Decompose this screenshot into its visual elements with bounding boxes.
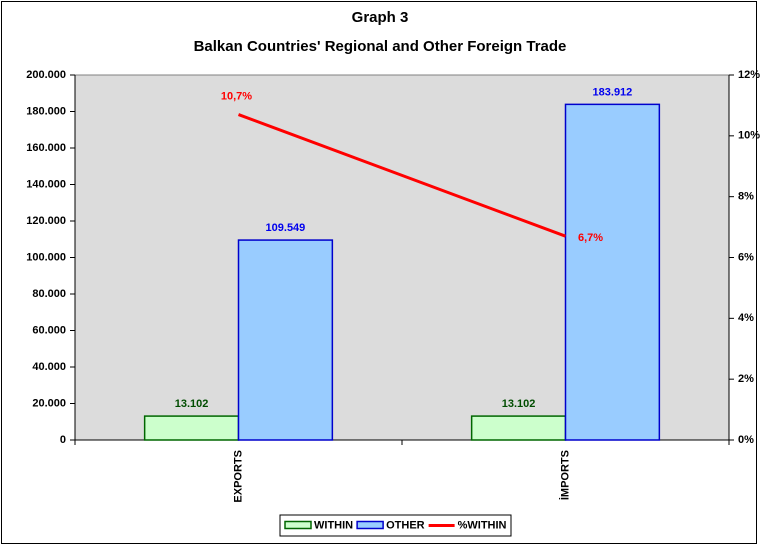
chart-title: Graph 3: [352, 9, 409, 26]
bar: [564, 103, 661, 441]
y-tick-label: 120.000: [26, 215, 66, 227]
x-tick-label: İMPORTS: [558, 450, 571, 500]
bar: [237, 239, 334, 441]
data-label: 109.549: [266, 222, 306, 234]
legend-swatch: [284, 520, 312, 530]
y2-tick-label: 10%: [738, 130, 760, 142]
y2-tick-label: 2%: [738, 373, 754, 385]
y-tick-label: 0: [60, 434, 66, 446]
y2-tick-label: 8%: [738, 191, 754, 203]
y-tick-label: 200.000: [26, 69, 66, 81]
bar: [143, 415, 240, 441]
bar: [470, 415, 567, 441]
y-tick-label: 20.000: [32, 397, 66, 409]
y-tick-label: 40.000: [32, 361, 66, 373]
line: [237, 113, 567, 238]
y-tick-label: 60.000: [32, 324, 66, 336]
y2-tick-label: 4%: [738, 312, 754, 324]
x-tick-label: EXPORTS: [232, 450, 244, 503]
y-tick-label: 160.000: [26, 142, 66, 154]
y-tick-label: 100.000: [26, 251, 66, 263]
data-label: 10,7%: [221, 90, 252, 102]
legend-label: WITHIN: [314, 519, 353, 531]
data-label: 183.912: [593, 86, 633, 98]
y2-tick-label: 6%: [738, 251, 754, 263]
y-tick-label: 140.000: [26, 178, 66, 190]
y2-tick-label: 0%: [738, 434, 754, 446]
y-tick-label: 180.000: [26, 105, 66, 117]
data-label: 6,7%: [578, 232, 603, 244]
legend-box: [279, 514, 512, 537]
legend-swatch: [356, 520, 384, 530]
y-tick-label: 80.000: [32, 288, 66, 300]
data-label: 13.102: [502, 398, 536, 410]
data-label: 13.102: [175, 398, 209, 410]
chart-subtitle: Balkan Countries' Regional and Other For…: [194, 38, 567, 55]
legend-label: %WITHIN: [458, 519, 507, 531]
y2-tick-label: 12%: [738, 69, 760, 81]
legend-label: OTHER: [386, 519, 425, 531]
